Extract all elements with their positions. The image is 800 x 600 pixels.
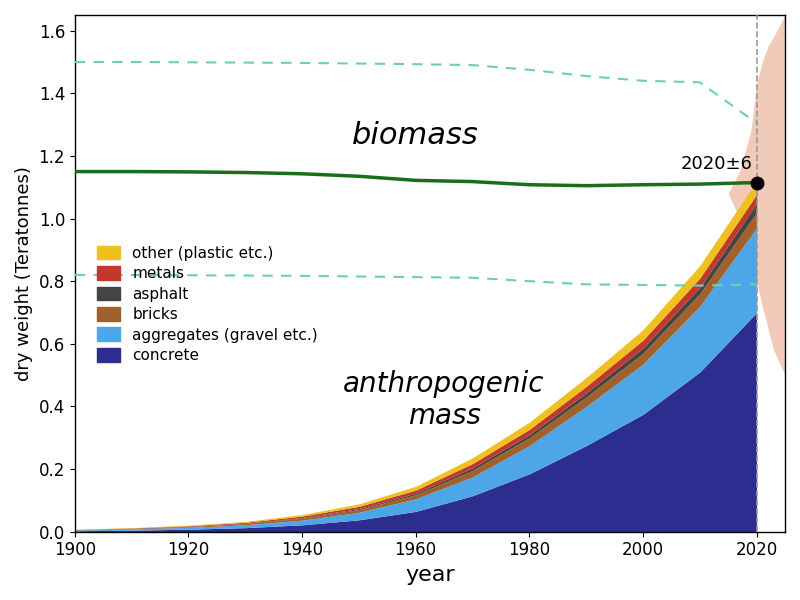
Text: 2020±6: 2020±6 (680, 155, 752, 173)
Text: biomass: biomass (352, 121, 479, 149)
Legend: other (plastic etc.), metals, asphalt, bricks, aggregates (gravel etc.), concret: other (plastic etc.), metals, asphalt, b… (90, 238, 326, 371)
Text: anthropogenic
mass: anthropogenic mass (343, 370, 545, 430)
Y-axis label: dry weight (Teratonnes): dry weight (Teratonnes) (15, 166, 33, 381)
X-axis label: year: year (405, 565, 454, 585)
